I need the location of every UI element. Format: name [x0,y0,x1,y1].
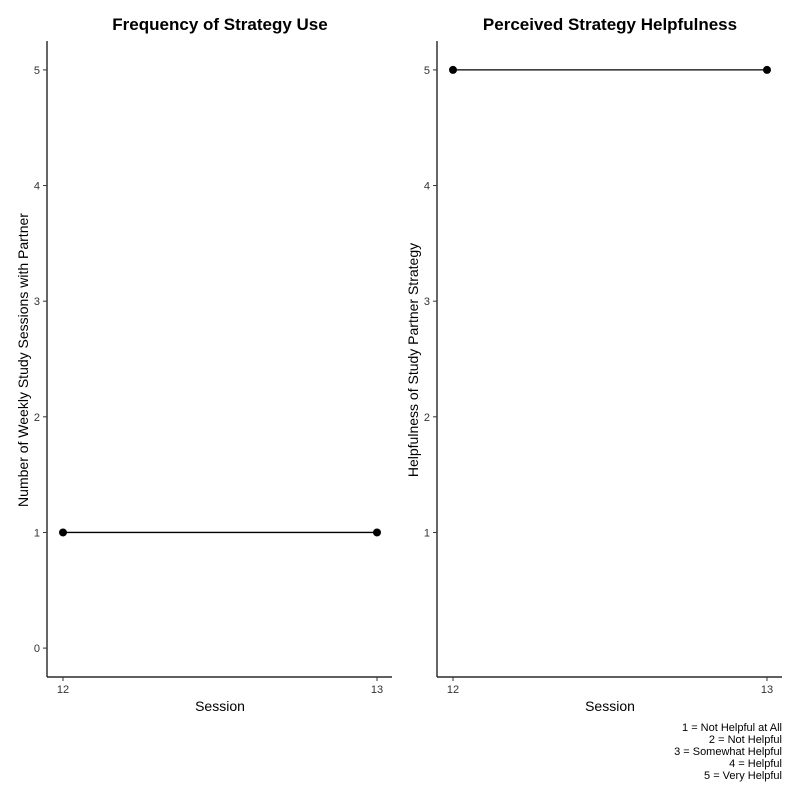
scale-caption: 1 = Not Helpful at All 2 = Not Helpful 3… [674,722,782,782]
caption-line: 1 = Not Helpful at All [682,722,782,734]
x-tick-label: 12 [57,684,69,696]
y-tick-label: 2 [34,412,40,424]
y-axis-title: Helpfulness of Study Partner Strategy [405,243,421,477]
y-tick-label: 5 [424,65,430,77]
y-tick-label: 3 [424,296,430,308]
caption-line: 5 = Very Helpful [704,770,782,782]
caption-line: 4 = Helpful [729,758,782,770]
data-point [59,528,67,537]
axes [43,41,392,681]
x-axis-title: Session [585,698,635,714]
y-axis-title: Number of Weekly Study Sessions with Par… [15,213,31,507]
y-tick-label: 4 [34,181,40,193]
x-tick-label: 13 [761,684,773,696]
panel-frequency: Frequency of Strategy Use Session Number… [15,15,392,714]
plot-marks [59,528,381,537]
y-tick-label: 0 [34,643,40,655]
x-tick-label: 12 [447,684,459,696]
data-point [373,528,381,537]
y-tick-label: 2 [424,412,430,424]
x-axis-title: Session [195,698,245,714]
caption-line: 2 = Not Helpful [709,734,782,746]
y-tick-label: 3 [34,296,40,308]
panel-helpfulness: Perceived Strategy Helpfulness Session H… [405,15,782,714]
y-tick-label: 1 [424,527,430,539]
y-tick-label: 5 [34,65,40,77]
data-point [449,65,457,74]
x-tick-label: 13 [371,684,383,696]
data-point [763,65,771,74]
y-tick-label: 1 [34,527,40,539]
chart-title: Perceived Strategy Helpfulness [483,15,737,34]
axes [433,41,782,681]
caption-line: 3 = Somewhat Helpful [674,746,782,758]
plot-marks [449,65,771,74]
chart-title: Frequency of Strategy Use [112,15,327,34]
y-tick-label: 4 [424,181,430,193]
